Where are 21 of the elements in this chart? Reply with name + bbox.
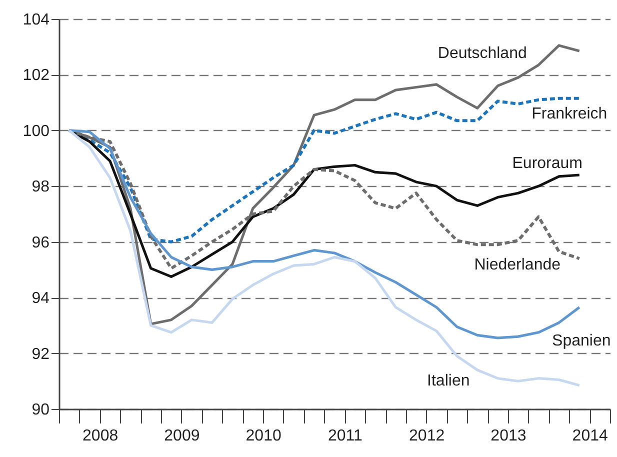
y-tick-label: 90 — [32, 402, 50, 418]
x-tick-label: 2011 — [328, 428, 363, 444]
y-tick-label: 92 — [32, 346, 50, 363]
series-label: Niederlande — [474, 256, 561, 274]
x-tick-label: 2010 — [246, 428, 282, 444]
y-tick-label: 102 — [22, 67, 50, 84]
series-label: Euroraum — [512, 155, 583, 172]
y-tick-label: 104 — [22, 12, 50, 28]
y-tick-label: 98 — [32, 178, 50, 196]
x-tick-label: 2008 — [82, 428, 118, 444]
y-tick-label: 94 — [32, 290, 50, 308]
y-tick-label: 96 — [32, 234, 50, 252]
x-tick-label: 2009 — [164, 428, 200, 444]
x-tick-label: 2012 — [409, 428, 445, 444]
series-label: Spanien — [552, 332, 611, 350]
x-tick-label: 2013 — [490, 428, 526, 444]
series-label: Italien — [427, 372, 470, 390]
series-label: Deutschland — [438, 45, 527, 62]
x-tick-label: 2014 — [572, 428, 608, 444]
y-tick-label: 100 — [22, 122, 50, 140]
series-label: Frankreich — [532, 105, 608, 122]
